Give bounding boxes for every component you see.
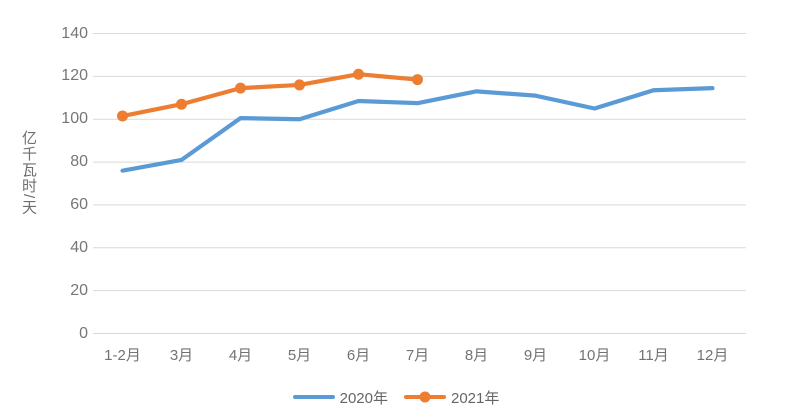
y-tick-label: 100 [61, 110, 88, 128]
x-axis-label: 1-2月 [104, 347, 141, 364]
y-tick-label: 80 [70, 153, 88, 171]
legend-item-2020: 2020年 [292, 387, 388, 408]
series-line-2020年 [120, 86, 715, 173]
legend-label-2021: 2021年 [451, 389, 500, 407]
x-axis-label: 10月 [578, 347, 611, 364]
data-point-marker [176, 98, 187, 110]
x-axis-label: 9月 [523, 347, 548, 364]
x-axis-label: 4月 [228, 347, 253, 364]
data-point-marker [235, 82, 246, 94]
x-axis-label: 11月 [638, 347, 669, 364]
x-axis-label: 6月 [346, 347, 371, 364]
x-axis-label: 7月 [405, 347, 430, 364]
legend: 2020年 2021年 [0, 385, 792, 409]
legend-line-swatch-2020 [292, 395, 335, 399]
data-point-marker [117, 110, 128, 122]
y-axis-title: 亿千瓦时/天 [20, 130, 37, 216]
y-tick-label: 20 [70, 281, 88, 299]
y-tick-label: 40 [70, 238, 88, 256]
legend-line-swatch-2021 [404, 391, 446, 403]
x-axis-label: 5月 [287, 347, 312, 364]
legend-marker-dot-icon [419, 391, 431, 403]
y-tick-label: 60 [70, 195, 88, 213]
data-point-marker [353, 68, 364, 80]
legend-item-2021: 2021年 [404, 387, 499, 408]
y-tick-label: 140 [61, 24, 88, 42]
x-axis-label: 3月 [169, 347, 194, 364]
x-axis-label: 12月 [696, 347, 729, 364]
legend-label-2020: 2020年 [339, 389, 388, 407]
y-tick-label: 120 [61, 67, 88, 85]
y-tick-label: 0 [79, 324, 88, 342]
x-axis-label: 8月 [464, 347, 489, 364]
data-point-marker [294, 79, 305, 91]
data-point-marker [412, 74, 423, 86]
series-line-2021年 [120, 72, 420, 119]
